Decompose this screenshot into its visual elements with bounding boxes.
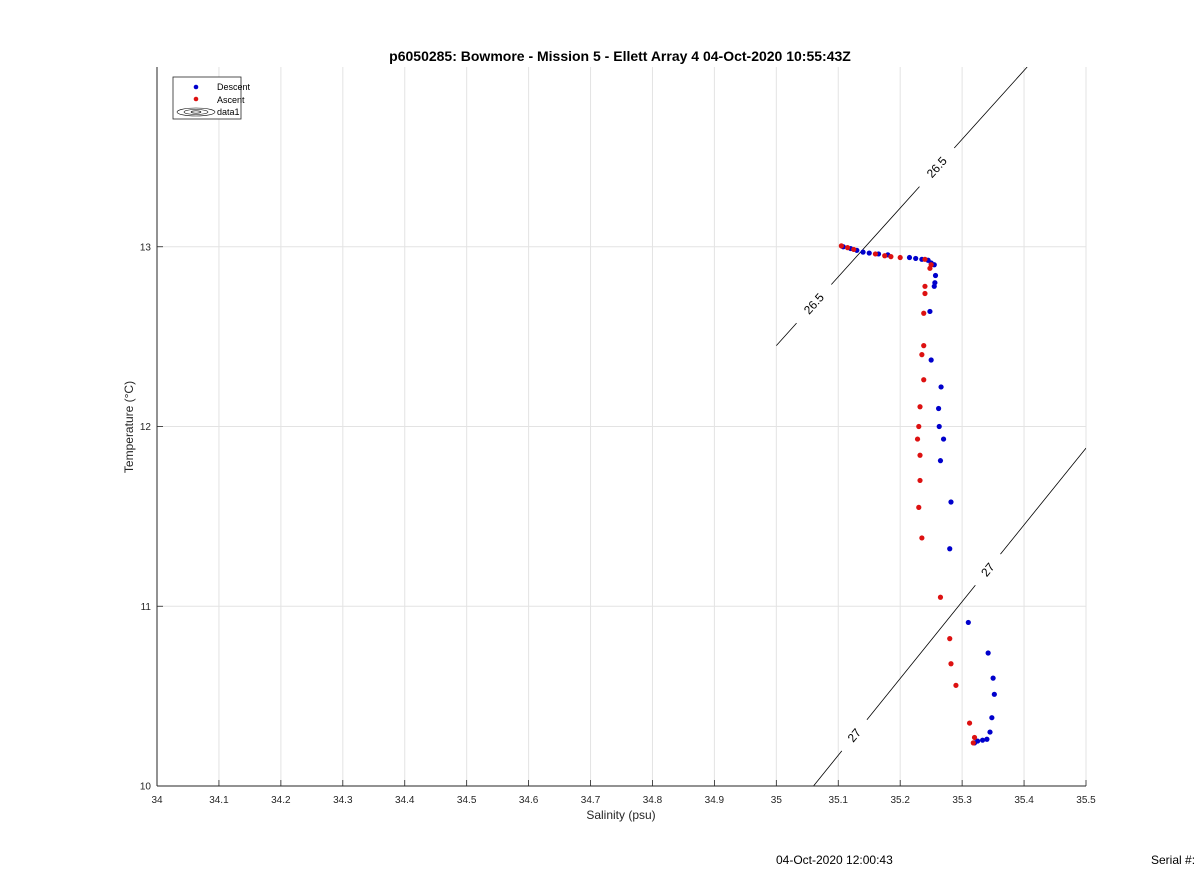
descent-point [985,650,991,656]
ascent-point [888,254,894,260]
x-tick-label: 34.2 [271,795,291,806]
y-tick-label: 13 [140,242,152,253]
legend-ascent-label: Ascent [217,95,245,105]
descent-point [984,736,990,742]
ascent-point [966,720,973,726]
x-tick-label: 35.3 [952,795,972,806]
ascent-point [838,243,844,249]
descent-point [938,384,944,390]
ascent-point [844,245,851,251]
descent-point [932,272,939,279]
descent-point [965,619,971,626]
x-tick-label: 34.7 [581,795,601,806]
descent-point [990,675,996,681]
contour-line [1000,447,1086,555]
descent-point [866,250,872,256]
ascent-point [919,352,925,358]
descent-point [947,546,953,552]
ascent-point [914,436,921,442]
descent-point [860,249,866,255]
axes: 34 34.1 34.2 34.3 34.4 34.5 34.6 34.7 34.8 34.9 35… [140,67,1096,806]
ascent-point [922,283,928,289]
descent-point [927,308,933,315]
legend-data1-label: data1 [217,107,240,117]
descent-point [937,458,944,464]
contour-line [776,322,797,346]
x-tick-label: 34.9 [705,795,725,806]
ascent-point [916,423,922,430]
ascent-point [882,253,888,259]
ascent-point [872,251,879,257]
chart-title: p6050285: Bowmore - Mission 5 - Ellett A… [389,48,851,64]
ascent-point [916,504,922,510]
x-tick-label: 35.4 [1014,795,1034,806]
footer-timestamp: 04-Oct-2020 12:00:43 [776,853,893,867]
ascent-point [921,343,927,349]
ascent-point [921,377,927,383]
y-tick-label: 11 [141,602,152,613]
x-tick-label: 34.8 [643,795,663,806]
x-tick-label: 34.5 [457,795,477,806]
descent-point [935,405,942,412]
legend-descent-label: Descent [217,82,251,92]
descent-point [987,729,993,735]
x-tick-label: 34.3 [333,795,353,806]
ascent-point [922,290,928,297]
y-tick-label: 12 [140,422,152,433]
descent-point [979,737,986,743]
footer-serial-label: Serial #: [1151,853,1196,867]
ascent-point [921,310,927,316]
contour-line [866,585,976,720]
ascent-point [953,682,959,688]
ascent-point [917,404,923,410]
legend-ascent-marker [193,96,199,102]
legend-box [172,76,242,120]
data-points [838,243,997,746]
ascent-point [917,452,923,458]
legend: Descent Ascent data1 [172,76,251,120]
ascent-point [927,265,933,271]
descent-point [928,357,934,363]
descent-point [948,499,954,505]
ascent-point [971,734,978,741]
x-tick-label: 35 [771,795,783,806]
descent-point [906,254,913,261]
ascent-point [919,535,925,541]
descent-point [989,715,995,721]
x-tick-label: 35.5 [1076,795,1096,806]
contour-line [953,67,1028,149]
descent-point [913,255,919,262]
ascent-point [897,254,903,261]
ascent-point [922,256,928,262]
ascent-point [937,594,944,600]
contour-line [813,750,843,786]
grid-lines [156,67,1087,787]
descent-point [936,423,942,430]
y-axis-label: Temperature (°C) [122,381,136,473]
x-tick-label: 34 [151,795,163,806]
ascent-point [970,740,976,746]
ascent-point [948,661,954,667]
x-tick-label: 34.4 [395,795,415,806]
legend-descent-marker [193,84,199,90]
ascent-point [947,636,953,642]
y-tick-label: 10 [140,782,152,793]
ascent-point [917,477,923,484]
descent-point [940,436,947,442]
descent-point [931,283,937,289]
contour-line [831,186,920,285]
legend-contour-icon [176,107,216,117]
descent-point [991,691,997,697]
x-tick-label: 34.1 [209,795,229,806]
x-tick-label: 35.1 [829,795,849,806]
ascent-point [851,246,857,253]
x-axis-label: Salinity (psu) [586,808,655,822]
x-tick-label: 34.6 [519,795,539,806]
x-tick-label: 35.2 [890,795,910,806]
